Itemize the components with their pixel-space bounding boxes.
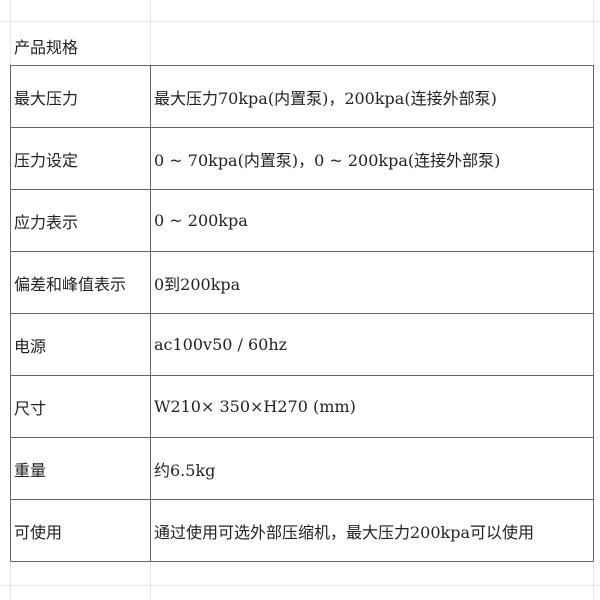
table-row: 偏差和峰值表示 0到200kpa: [10, 251, 594, 314]
table-row: 可使用 通过使用可选外部压缩机，最大压力200kpa可以使用: [10, 499, 594, 562]
spec-value-cell[interactable]: 通过使用可选外部压缩机，最大压力200kpa可以使用: [150, 499, 594, 562]
spec-value-cell[interactable]: 0到200kpa: [150, 251, 594, 314]
spec-value-cell[interactable]: 约6.5kg: [150, 437, 594, 500]
spec-label-cell[interactable]: 应力表示: [10, 189, 151, 252]
grid-line: [593, 0, 594, 600]
spec-value-cell[interactable]: 0 ~ 70kpa(内置泵)，0 ~ 200kpa(连接外部泵): [150, 127, 594, 190]
table-row: 电源 ac100v50 / 60hz: [10, 313, 594, 376]
spec-label-cell[interactable]: 尺寸: [10, 375, 151, 438]
spec-value-cell[interactable]: ac100v50 / 60hz: [150, 313, 594, 376]
sheet-title-cell[interactable]: 产品规格: [14, 38, 79, 57]
table-row: 最大压力 最大压力70kpa(内置泵)，200kpa(连接外部泵): [10, 65, 594, 128]
spec-label-cell[interactable]: 压力设定: [10, 127, 151, 190]
spec-label-cell[interactable]: 电源: [10, 313, 151, 376]
spec-label-cell[interactable]: 重量: [10, 437, 151, 500]
spec-value-cell[interactable]: 0 ~ 200kpa: [150, 189, 594, 252]
spec-label-cell[interactable]: 可使用: [10, 499, 151, 562]
table-row: 尺寸 W210× 350×H270 (mm): [10, 375, 594, 438]
table-row: 应力表示 0 ~ 200kpa: [10, 189, 594, 252]
table-row: 重量 约6.5kg: [10, 437, 594, 500]
grid-line: [0, 585, 600, 586]
spec-table: 最大压力 最大压力70kpa(内置泵)，200kpa(连接外部泵) 压力设定 0 ~ …: [10, 65, 594, 562]
grid-line: [0, 21, 600, 22]
spec-value-cell[interactable]: 最大压力70kpa(内置泵)，200kpa(连接外部泵): [150, 65, 594, 128]
spec-value-cell[interactable]: W210× 350×H270 (mm): [150, 375, 594, 438]
spec-label-cell[interactable]: 偏差和峰值表示: [10, 251, 151, 314]
spec-label-cell[interactable]: 最大压力: [10, 65, 151, 128]
table-row: 压力设定 0 ~ 70kpa(内置泵)，0 ~ 200kpa(连接外部泵): [10, 127, 594, 190]
